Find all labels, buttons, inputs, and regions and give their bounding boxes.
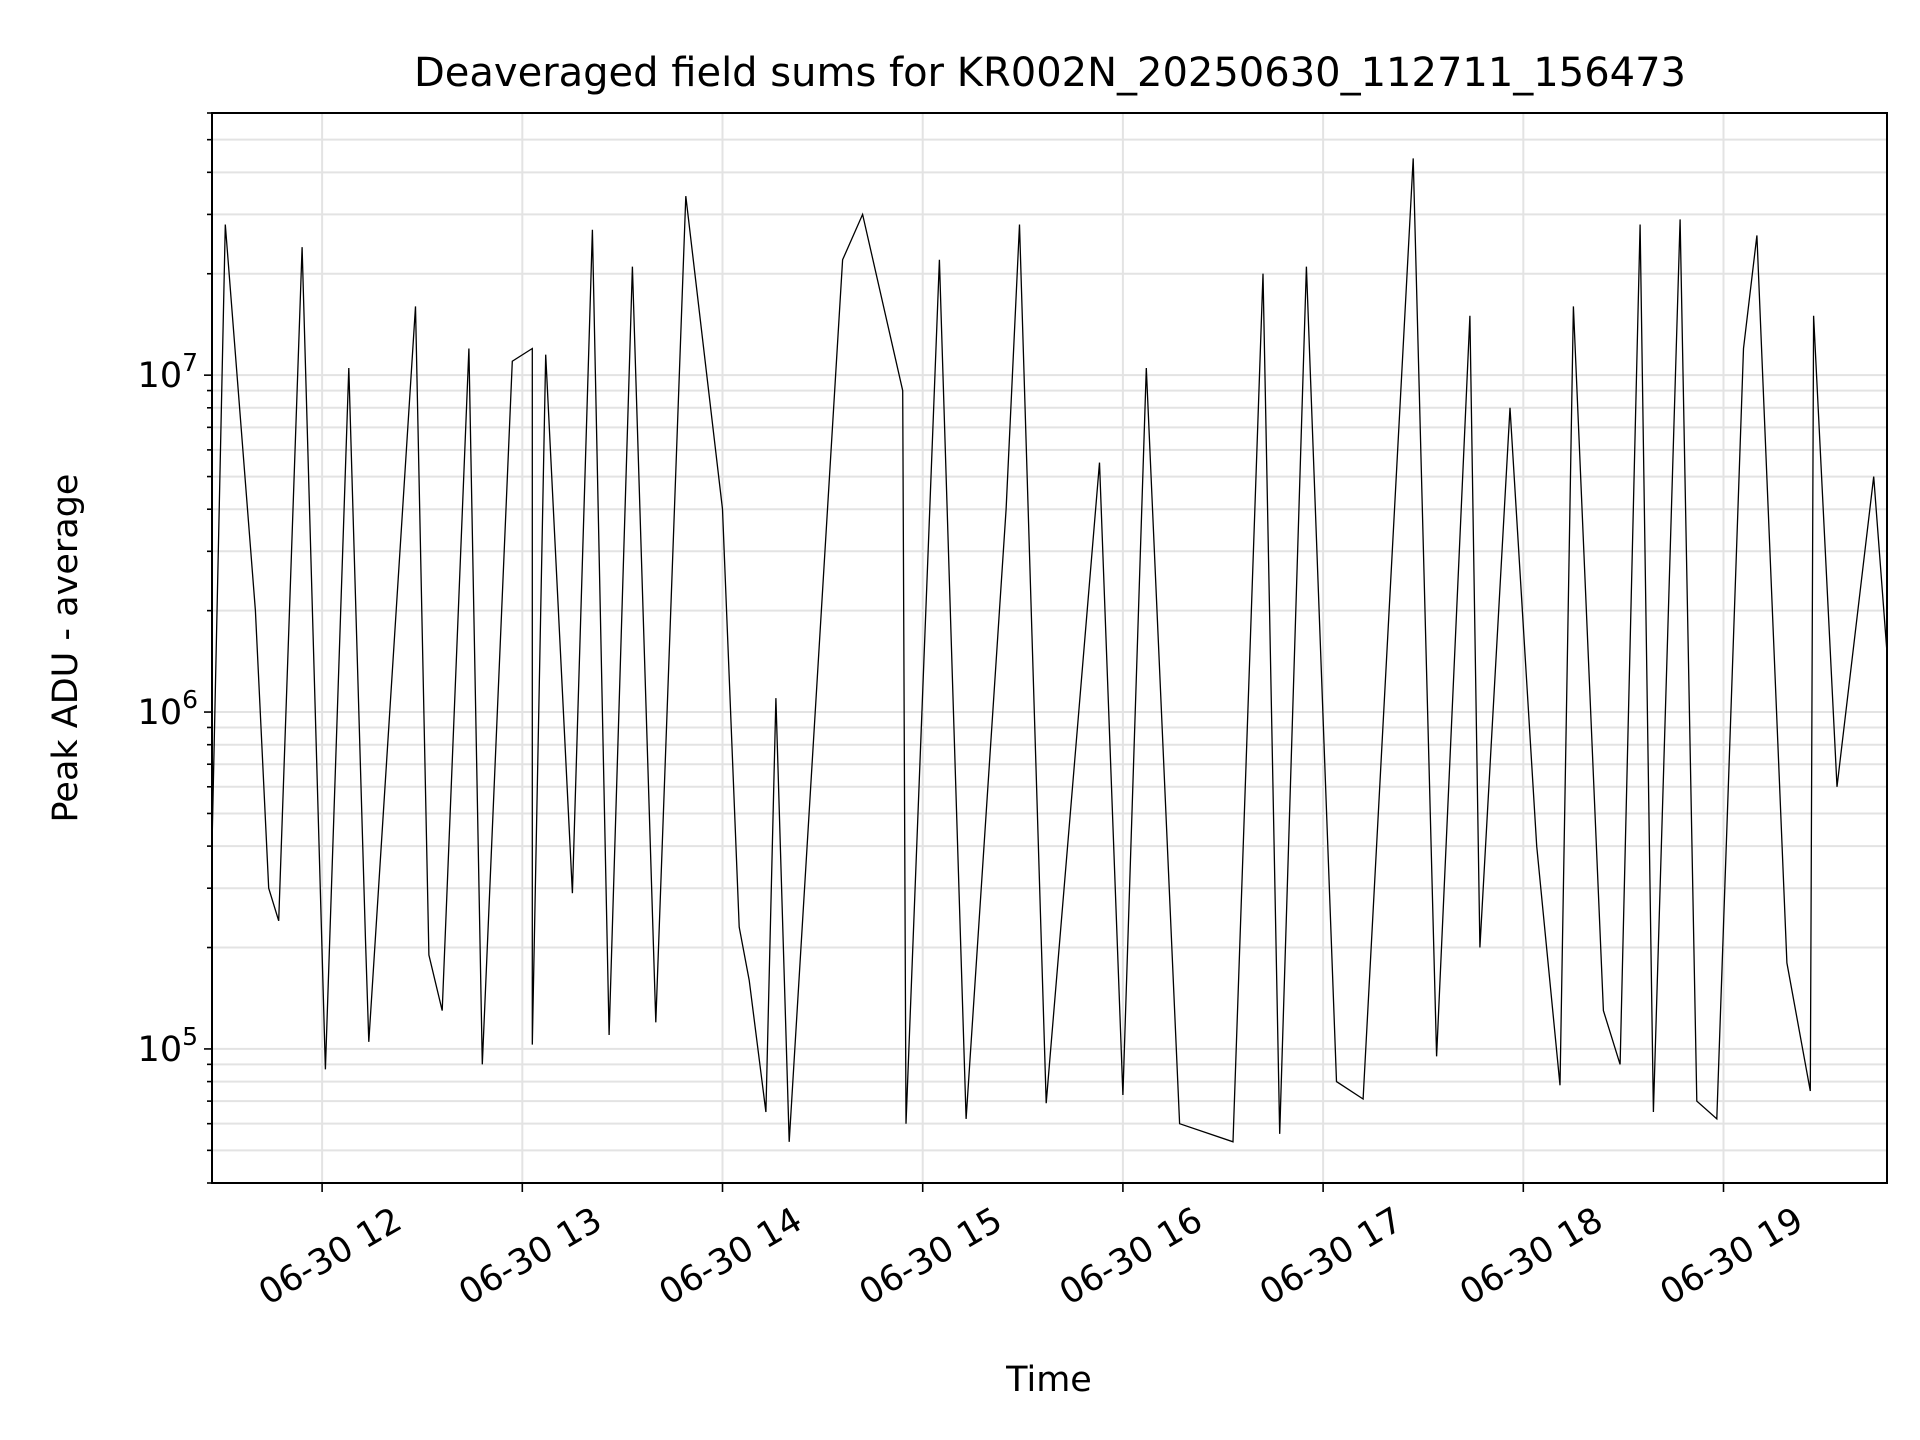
x-tick-label: 06-30 15 <box>853 1200 1009 1313</box>
y-tick-label: 106 <box>138 685 198 733</box>
y-tick-label: 105 <box>138 1022 198 1070</box>
plot-frame <box>211 112 1888 1184</box>
y-axis-label: Peak ADU - average <box>46 474 86 823</box>
x-tick-label: 06-30 18 <box>1454 1200 1610 1313</box>
x-tick-label: 06-30 13 <box>453 1200 609 1313</box>
axis-ticks: 06-30 12 06-30 13 06-30 14 06-30 15 06-30 16… <box>138 112 1810 1313</box>
chart-title: Deaveraged field sums for KR002N_2025063… <box>414 50 1686 96</box>
x-tick-label: 06-30 12 <box>252 1200 408 1313</box>
grid <box>212 112 1887 1184</box>
series-line <box>211 158 1888 1143</box>
x-axis-label: Time <box>1005 1360 1092 1400</box>
x-tick-label: 06-30 14 <box>653 1200 809 1313</box>
y-tick-label: 107 <box>138 348 198 396</box>
x-tick-label: 06-30 16 <box>1053 1200 1209 1313</box>
x-tick-label: 06-30 19 <box>1654 1200 1810 1313</box>
x-tick-label: 06-30 17 <box>1253 1200 1409 1313</box>
